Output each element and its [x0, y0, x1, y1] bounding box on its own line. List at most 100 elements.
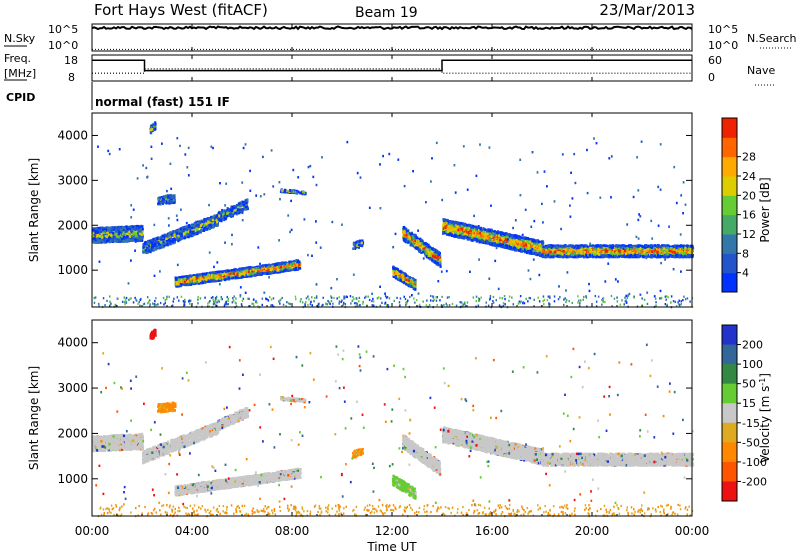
- power-echo-cell: [128, 231, 130, 234]
- power-echo-cell: [431, 251, 433, 254]
- power-echo-cell: [403, 234, 405, 237]
- power-echo-cell: [276, 263, 278, 266]
- power-echo-cell: [235, 206, 237, 209]
- power-echo-cell: [294, 269, 296, 272]
- power-echo-cell: [202, 282, 204, 285]
- power-echo-cell: [95, 238, 97, 241]
- power-echo-cell: [98, 240, 100, 243]
- beam-title: Beam 19: [355, 5, 418, 21]
- power-echo-cell: [209, 218, 211, 221]
- power-echo-cell: [138, 240, 140, 243]
- power-echo-cell: [210, 224, 212, 227]
- power-echo-cell: [200, 277, 202, 280]
- station-title: Fort Hays West (fitACF): [94, 1, 268, 19]
- power-echo-cell: [238, 274, 240, 277]
- nsearch-tick-top: 10^5: [708, 23, 738, 36]
- power-echo-cell: [217, 224, 219, 227]
- power-echo-cell: [393, 267, 395, 270]
- nsearch-label: N.Search: [747, 32, 797, 45]
- power-echo-cell: [144, 242, 146, 245]
- power-echo-cell: [191, 224, 193, 227]
- power-echo-cell: [135, 234, 137, 237]
- power-echo-cell: [426, 252, 428, 255]
- nave-tick-bottom: 0: [708, 71, 715, 84]
- power-echo-cell: [243, 267, 245, 270]
- power-echo-cell: [277, 269, 279, 272]
- power-echo-cell: [240, 210, 242, 213]
- power-echo-cell: [157, 246, 159, 249]
- power-echo-cell: [174, 241, 176, 244]
- power-echo-cell: [192, 231, 194, 234]
- power-echo-cell: [418, 248, 420, 251]
- power-echo-cell: [405, 240, 407, 243]
- power-echo-cell: [238, 202, 240, 205]
- power-echo-cell: [124, 233, 126, 236]
- power-echo-cell: [196, 277, 198, 280]
- power-echo-cell: [188, 283, 190, 286]
- power-echo-cell: [107, 227, 109, 230]
- power-echo-cell: [122, 240, 124, 243]
- power-echo-cell: [162, 201, 164, 204]
- power-echo-cell: [154, 240, 156, 243]
- power-echo-cell: [206, 225, 208, 228]
- power-echo-cell: [203, 224, 205, 227]
- power-echo-cell: [201, 229, 203, 232]
- power-echo-cell: [97, 231, 99, 234]
- power-echo-cell: [225, 276, 227, 279]
- power-echo-cell: [199, 273, 201, 276]
- power-echo-cell: [118, 227, 120, 230]
- power-echo-cell: [242, 276, 244, 279]
- power-echo-cell: [246, 269, 248, 272]
- power-echo-cell: [121, 228, 123, 231]
- power-echo-cell: [410, 233, 412, 236]
- power-echo-cell: [437, 262, 439, 265]
- power-echo-cell: [416, 237, 418, 240]
- power-echo-cell: [126, 228, 128, 231]
- power-echo-cell: [197, 225, 199, 228]
- power-echo-cell: [271, 272, 273, 275]
- power-echo-cell: [151, 239, 153, 242]
- power-echo-cell: [227, 269, 229, 272]
- power-echo-cell: [224, 217, 226, 220]
- power-echo-cell: [237, 208, 239, 211]
- power-echo-cell: [428, 254, 430, 257]
- power-echo-cell: [100, 230, 102, 233]
- power-echo-cell: [112, 226, 114, 229]
- power-echo-cell: [401, 274, 403, 277]
- power-echo-cell: [184, 278, 186, 281]
- nsky-label: N.Sky: [4, 32, 36, 45]
- power-echo-cell: [133, 232, 135, 235]
- power-echo-cell: [125, 230, 127, 233]
- power-echo-cell: [126, 236, 128, 239]
- power-echo-cell: [174, 238, 176, 241]
- power-echo-cell: [410, 244, 412, 247]
- power-echo-cell: [176, 283, 178, 286]
- power-echo-cell: [261, 269, 263, 272]
- power-echo-cell: [233, 268, 235, 271]
- power-echo-cell: [101, 233, 103, 236]
- power-echo-cell: [166, 235, 168, 238]
- power-echo-cell: [149, 247, 151, 250]
- power-echo-cell: [172, 240, 174, 243]
- power-echo-cell: [172, 201, 174, 204]
- power-echo-cell: [123, 236, 125, 239]
- power-echo-cell: [258, 272, 260, 275]
- power-echo-cell: [108, 237, 110, 240]
- power-echo-cell: [212, 222, 214, 225]
- power-echo-cell: [395, 272, 397, 275]
- power-echo-cell: [207, 277, 209, 280]
- power-echo-cell: [136, 227, 138, 230]
- power-echo-cell: [417, 243, 419, 246]
- power-echo-cell: [178, 229, 180, 232]
- power-echo-cell: [429, 258, 431, 261]
- power-echo-cell: [283, 269, 285, 272]
- power-echo-cell: [221, 211, 223, 214]
- power-echo-cell: [116, 234, 118, 237]
- power-echo-cell: [400, 279, 402, 282]
- power-echo-cell: [230, 213, 232, 216]
- power-echo-cell: [132, 239, 134, 242]
- power-echo-cell: [422, 251, 424, 254]
- power-echo-cell: [281, 189, 283, 192]
- power-echo-cell: [288, 267, 290, 270]
